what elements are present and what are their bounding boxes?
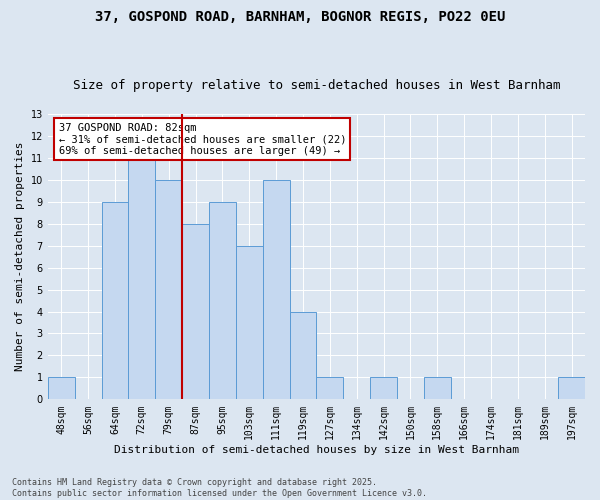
- Bar: [236, 246, 263, 400]
- Text: 37 GOSPOND ROAD: 82sqm
← 31% of semi-detached houses are smaller (22)
69% of sem: 37 GOSPOND ROAD: 82sqm ← 31% of semi-det…: [59, 122, 346, 156]
- Bar: [101, 202, 128, 400]
- Y-axis label: Number of semi-detached properties: Number of semi-detached properties: [15, 142, 25, 372]
- Bar: [290, 312, 316, 400]
- Text: Contains HM Land Registry data © Crown copyright and database right 2025.
Contai: Contains HM Land Registry data © Crown c…: [12, 478, 427, 498]
- Bar: [424, 378, 451, 400]
- Text: 37, GOSPOND ROAD, BARNHAM, BOGNOR REGIS, PO22 0EU: 37, GOSPOND ROAD, BARNHAM, BOGNOR REGIS,…: [95, 10, 505, 24]
- Bar: [128, 158, 155, 400]
- Bar: [370, 378, 397, 400]
- Bar: [209, 202, 236, 400]
- Bar: [155, 180, 182, 400]
- Bar: [48, 378, 74, 400]
- Bar: [316, 378, 343, 400]
- Title: Size of property relative to semi-detached houses in West Barnham: Size of property relative to semi-detach…: [73, 79, 560, 92]
- X-axis label: Distribution of semi-detached houses by size in West Barnham: Distribution of semi-detached houses by …: [114, 445, 519, 455]
- Bar: [182, 224, 209, 400]
- Bar: [263, 180, 290, 400]
- Bar: [558, 378, 585, 400]
